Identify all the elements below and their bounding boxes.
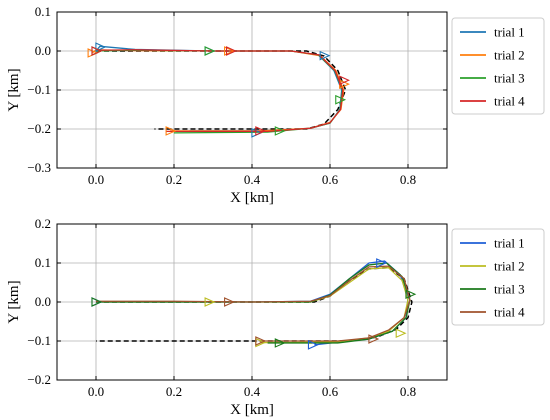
x-tick-label: 0.6 [322, 172, 339, 187]
y-tick-label: 0.1 [35, 255, 51, 270]
x-tick-label: 0.6 [322, 384, 339, 399]
marker-trial-1 [307, 340, 319, 350]
legend-box [451, 228, 545, 326]
marker-trial-4 [368, 334, 380, 344]
marker-trial-4 [339, 75, 351, 86]
marker-trial-4 [226, 46, 237, 56]
legend-label-trial-1: trial 1 [494, 25, 525, 40]
marker-trial-3 [204, 46, 216, 56]
y-tick-label: −0.1 [27, 82, 51, 97]
legend-label-trial-4: trial 4 [494, 305, 525, 320]
y-tick-label: −0.3 [27, 160, 51, 175]
series-line-trial-4 [95, 49, 344, 132]
legend-label-trial-3: trial 3 [494, 282, 525, 297]
y-tick-label: −0.2 [27, 121, 51, 136]
marker-trial-1 [376, 258, 388, 268]
marker-trial-3 [91, 297, 103, 307]
marker-trial-4 [224, 297, 235, 307]
legend-label-trial-2: trial 2 [494, 48, 525, 63]
marker-trial-2 [395, 328, 407, 339]
x-tick-label: 0.4 [244, 172, 261, 187]
x-tick-label: 0.2 [166, 384, 182, 399]
marker-trial-3 [335, 94, 347, 105]
series-line-trial-3 [95, 49, 344, 134]
y-axis-label: Y [km] [6, 280, 22, 323]
marker-trial-2 [224, 46, 235, 56]
marker-trial-3 [405, 289, 417, 300]
series-line-trial-4 [96, 265, 411, 342]
x-axis-label: X [km] [230, 190, 274, 206]
legend-label-trial-1: trial 1 [494, 236, 525, 251]
y-tick-label: 0.1 [35, 4, 51, 19]
marker-trial-2 [165, 126, 177, 136]
y-tick-label: 0.0 [35, 43, 51, 58]
marker-trial-3 [274, 338, 286, 348]
reference-path [96, 266, 413, 342]
x-tick-label: 0.8 [400, 384, 416, 399]
series-line-trial-3 [96, 262, 411, 344]
marker-trial-4 [255, 336, 267, 346]
x-tick-label: 0.4 [244, 384, 261, 399]
legend-label-trial-4: trial 4 [494, 94, 525, 109]
legend-label-trial-2: trial 2 [494, 259, 525, 274]
x-axis-label: X [km] [230, 402, 274, 418]
legend-box [451, 17, 545, 115]
chart-panel-2: 0.0 0.2 0.4 0.6 0.8 0.2 0.1 0.0 −0.1 −0.2 X [km] Y … [6, 216, 545, 418]
series-line-trial-1 [95, 45, 343, 132]
marker-trial-4 [255, 126, 267, 136]
legend: trial 1 trial 2 trial 3 trial 4 [451, 17, 545, 115]
legend: trial 1 trial 2 trial 3 trial 4 [451, 228, 545, 326]
x-tick-label: 0.8 [400, 172, 416, 187]
marker-trial-3 [274, 126, 286, 136]
x-tick-label: 0.0 [88, 172, 104, 187]
y-axis-label: Y [km] [6, 68, 22, 111]
marker-trial-4 [91, 46, 103, 56]
legend-label-trial-3: trial 3 [494, 71, 525, 86]
marker-trial-2 [204, 297, 216, 307]
y-tick-label: 0.2 [35, 216, 51, 231]
x-tick-label: 0.2 [166, 172, 182, 187]
marker-trial-1 [319, 50, 331, 61]
marker-trial-1 [95, 42, 107, 52]
x-tick-label: 0.0 [88, 384, 104, 399]
y-tick-label: −0.1 [27, 333, 51, 348]
y-tick-label: −0.2 [27, 372, 51, 387]
chart-panel-1: 0.0 0.2 0.4 0.6 0.8 0.1 0.0 −0.1 −0.2 −0.3 X [km] Y… [6, 4, 545, 206]
y-tick-label: 0.0 [35, 294, 51, 309]
